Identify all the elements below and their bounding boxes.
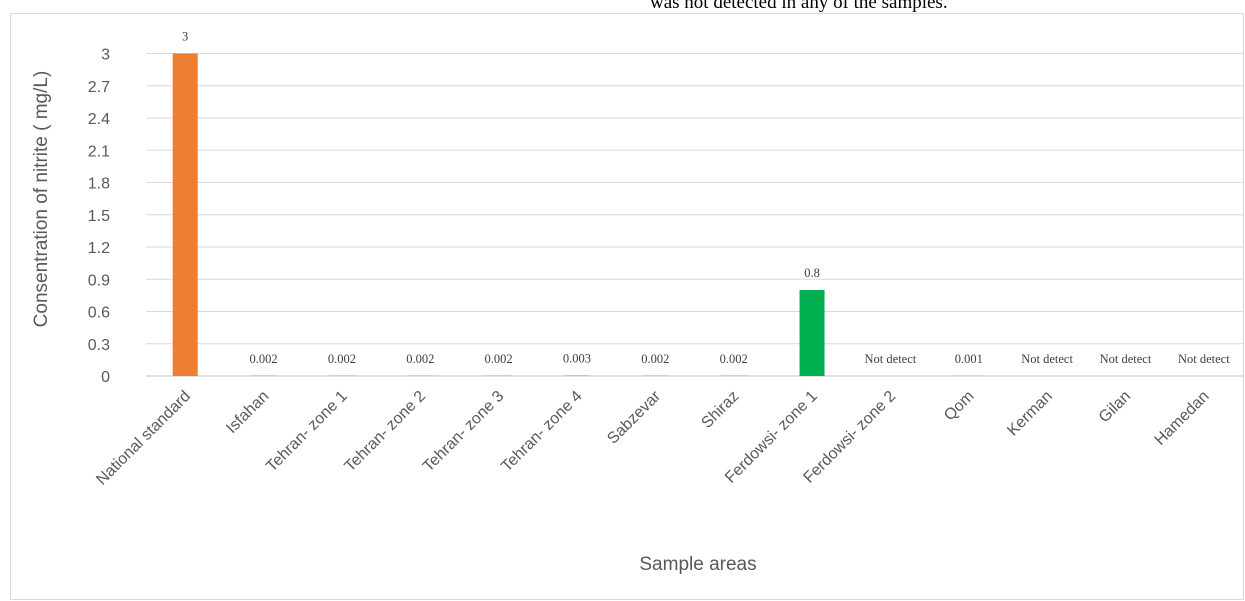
data-label: Not detect: [865, 352, 917, 366]
y-tick-label: 2.4: [88, 111, 110, 128]
bars: [172, 53, 982, 376]
chart-frame: 0 0.3 0.6 0.9 1.2 1.5 1.8 2.1 2.4 2.7 3 National s…: [10, 13, 1244, 600]
x-category-label: Hamedan: [1152, 388, 1213, 449]
data-label: 3: [182, 30, 188, 44]
x-category-label: Qom: [941, 388, 978, 425]
x-axis-title: Sample areas: [639, 554, 756, 575]
y-tick-label: 1.8: [88, 176, 110, 193]
data-label: 0.002: [406, 352, 434, 366]
y-tick-label: 0.9: [88, 272, 110, 289]
x-category-label: National standard: [93, 388, 194, 489]
data-label: Not detect: [1100, 352, 1152, 366]
data-label: 0.8: [804, 266, 820, 280]
nitrite-bar-chart: 0 0.3 0.6 0.9 1.2 1.5 1.8 2.1 2.4 2.7 3 National s…: [31, 30, 1243, 575]
y-tick-label: 2.7: [88, 79, 110, 96]
x-category-label: Tehran- zone 4: [498, 388, 586, 476]
data-label: Not detect: [1021, 352, 1073, 366]
y-axis-ticks: 0 0.3 0.6 0.9 1.2 1.5 1.8 2.1 2.4 2.7 3: [88, 47, 110, 387]
y-tick-label: 0.3: [88, 337, 110, 354]
x-category-label: Kerman: [1004, 388, 1056, 440]
x-category-label: Tehran- zone 2: [342, 388, 430, 476]
header-text-fragment: was not detected in any of the samples.: [650, 0, 948, 13]
data-label: 0.002: [485, 352, 513, 366]
y-tick-label: 0: [101, 369, 110, 386]
bar: [172, 53, 198, 376]
data-labels: 3 0.002 0.002 0.002 0.002 0.003 0.002 0.002 0.8 N…: [182, 30, 1230, 367]
data-label: 0.001: [955, 352, 983, 366]
y-tick-label: 1.2: [88, 240, 110, 257]
x-category-label: Tehran- zone 3: [420, 388, 508, 476]
data-label: 0.003: [563, 352, 591, 366]
x-category-label: Tehran- zone 1: [263, 388, 351, 476]
y-axis-title: Consentration of nitrite ( mg/L): [31, 71, 52, 328]
x-category-label: Shiraz: [698, 388, 742, 432]
data-label: 0.002: [641, 352, 669, 366]
x-category-label: Isfahan: [223, 388, 272, 437]
y-tick-label: 3: [101, 47, 110, 64]
y-tick-label: 0.6: [88, 305, 110, 322]
data-label: 0.002: [328, 352, 356, 366]
data-label: Not detect: [1178, 352, 1230, 366]
gridlines: [146, 53, 1243, 377]
x-category-label: Gilan: [1096, 388, 1134, 426]
x-category-label: Sabzevar: [604, 387, 664, 447]
data-label: 0.002: [720, 352, 748, 366]
bar: [799, 290, 825, 376]
y-tick-label: 1.5: [88, 208, 110, 225]
data-label: 0.002: [249, 352, 277, 366]
y-tick-label: 2.1: [88, 143, 110, 160]
